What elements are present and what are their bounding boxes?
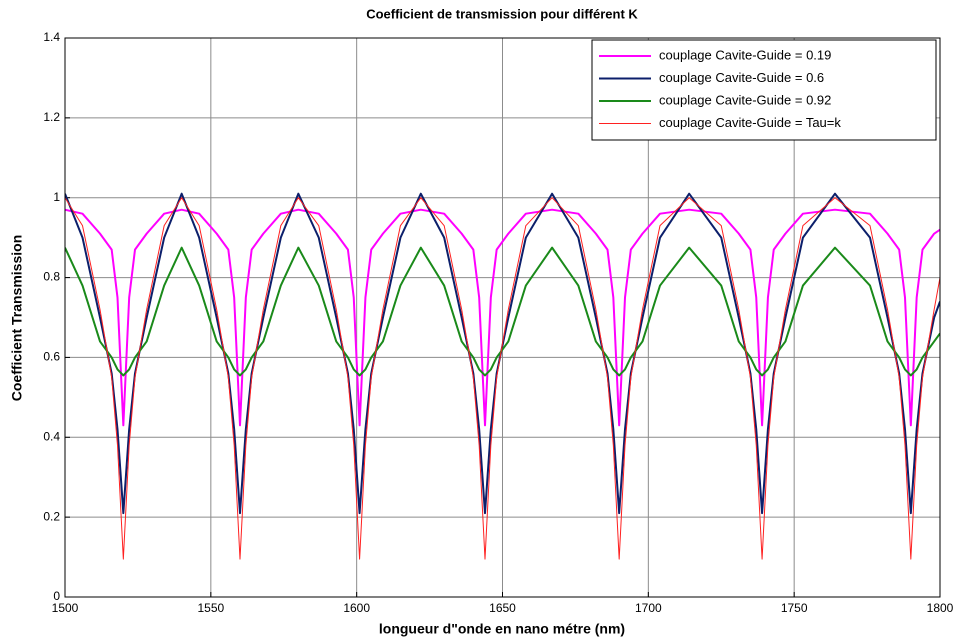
x-tick-label: 1800 <box>927 601 954 615</box>
y-tick-label: 1.2 <box>43 110 60 124</box>
x-tick-label: 1700 <box>635 601 662 615</box>
legend-label: couplage Cavite-Guide = 0.6 <box>659 70 824 85</box>
y-axis-label: Coefficient Transmission <box>9 235 25 401</box>
x-tick-label: 1550 <box>197 601 224 615</box>
x-tick-label: 1750 <box>781 601 808 615</box>
y-tick-label: 0.2 <box>43 509 60 523</box>
y-tick-label: 0.8 <box>43 270 60 284</box>
plot-frame <box>64 37 941 598</box>
series-line <box>65 197 940 560</box>
x-tick-label: 1500 <box>52 601 79 615</box>
x-tick-label: 1600 <box>343 601 370 615</box>
legend-label: couplage Cavite-Guide = Tau=k <box>659 115 841 130</box>
legend-label: couplage Cavite-Guide = 0.92 <box>659 92 831 107</box>
x-tick-label: 1650 <box>489 601 516 615</box>
y-tick-label: 1 <box>53 190 60 204</box>
legend-label: couplage Cavite-Guide = 0.19 <box>659 47 831 62</box>
chart-title: Coefficient de transmission pour différe… <box>366 6 638 21</box>
y-tick-label: 0 <box>53 589 60 603</box>
y-tick-label: 0.6 <box>43 350 60 364</box>
series-line <box>65 208 940 427</box>
x-axis-label: longueur d"onde en nano métre (nm) <box>379 621 625 637</box>
series-line <box>65 246 940 377</box>
y-tick-label: 0.4 <box>43 429 60 443</box>
y-tick-label: 1.4 <box>43 30 60 44</box>
